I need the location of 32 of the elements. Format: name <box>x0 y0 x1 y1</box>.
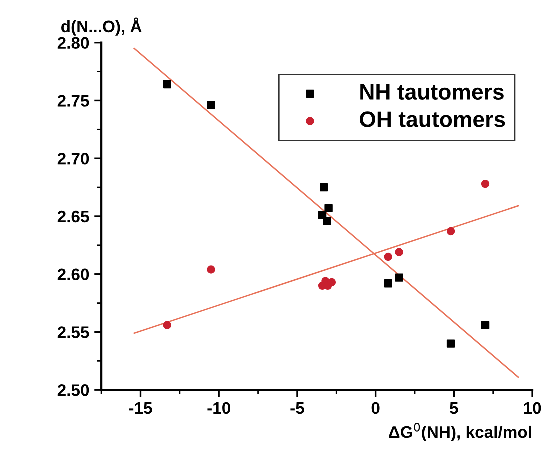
x-axis-title: ΔG$^{0}$(NH), kcal/mol <box>389 423 532 442</box>
x-tick-label: -15 <box>129 402 152 414</box>
point <box>481 321 490 330</box>
point <box>163 80 172 89</box>
point <box>323 217 332 226</box>
point <box>395 248 404 256</box>
x-tick-label: 10 <box>524 402 542 414</box>
y-tick-label: 2.75 <box>58 95 90 107</box>
y-tick-label: 2.70 <box>58 153 90 165</box>
y-tick-label: 2.60 <box>58 268 90 281</box>
legend-label: OH tautomers <box>360 112 506 128</box>
x-tick-label: -10 <box>208 402 230 414</box>
x-tick-label: 5 <box>450 402 458 414</box>
x-tick-label: -5 <box>290 402 304 414</box>
point <box>320 183 328 192</box>
y-axis-title: d(N...O), Å <box>62 18 142 36</box>
point <box>163 321 172 330</box>
x-tick-label: 0 <box>372 402 380 414</box>
y-tick-label: 2.80 <box>58 37 90 50</box>
point <box>446 340 456 348</box>
point <box>384 280 392 288</box>
point <box>395 274 404 282</box>
y-tick-label: 2.65 <box>58 210 90 223</box>
point <box>207 101 216 110</box>
point <box>384 252 392 262</box>
point <box>207 266 216 274</box>
y-tick-label: 2.55 <box>58 326 90 338</box>
point <box>481 180 490 188</box>
legend-label: NH tautomers <box>360 84 504 100</box>
point <box>446 227 456 236</box>
point <box>324 204 333 212</box>
y-tick-label: 2.50 <box>58 384 90 396</box>
